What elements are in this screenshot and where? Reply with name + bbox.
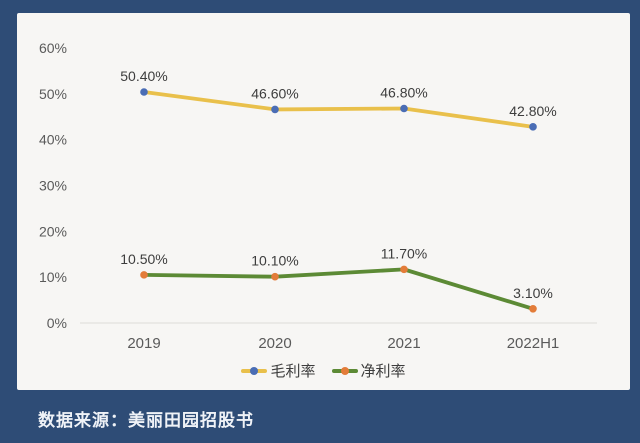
y-tick-label: 60% [39,40,67,56]
series-line [142,90,535,129]
data-point [529,304,537,313]
data-point-label: 42.80% [509,103,556,119]
x-tick-label: 2020 [258,335,291,352]
x-tick-label: 2022H1 [507,335,560,352]
legend-item-gross-margin: 毛利率 [241,362,316,380]
gross-margin-legend-marker-icon [241,366,268,376]
data-source-text: 数据来源：美丽田园招股书 [38,411,254,430]
chart-legend: 毛利率 净利率 [17,360,630,382]
net-margin-legend-marker-icon [331,366,358,376]
y-tick-label: 40% [39,132,67,148]
legend-dot [250,367,259,375]
data-point-label: 46.80% [380,85,427,101]
legend-label-net-margin: 净利率 [360,362,406,380]
data-point [140,271,148,279]
data-point-label: 50.40% [120,68,167,84]
line-chart: 0% 10% 20% 30% 40% 50% 60% 2019 2020 2021 2022H1 50… [39,40,597,352]
data-point-label: 10.10% [251,253,298,269]
data-point [400,265,408,274]
legend-item-net-margin: 净利率 [331,362,406,380]
y-tick-label: 10% [39,269,67,285]
data-point [271,105,279,114]
data-point [271,272,279,281]
legend-dot [340,367,349,375]
data-point-label: 11.70% [381,245,427,261]
y-tick-label: 30% [39,178,67,194]
data-point [140,88,148,96]
series-line [142,267,535,311]
data-point [400,104,408,113]
data-point-label: 3.10% [513,285,553,301]
data-point-label: 10.50% [120,251,167,267]
y-tick-label: 50% [39,86,67,102]
y-tick-label: 20% [39,223,67,239]
x-tick-label: 2019 [127,335,160,352]
x-tick-label: 2021 [387,335,420,352]
data-point-label: 46.60% [251,85,298,101]
legend-label-gross-margin: 毛利率 [270,362,316,380]
y-tick-label: 0% [47,315,67,331]
chart-card: 0% 10% 20% 30% 40% 50% 60% 2019 2020 2021 2022H1 50… [17,13,630,390]
data-point [529,123,537,131]
